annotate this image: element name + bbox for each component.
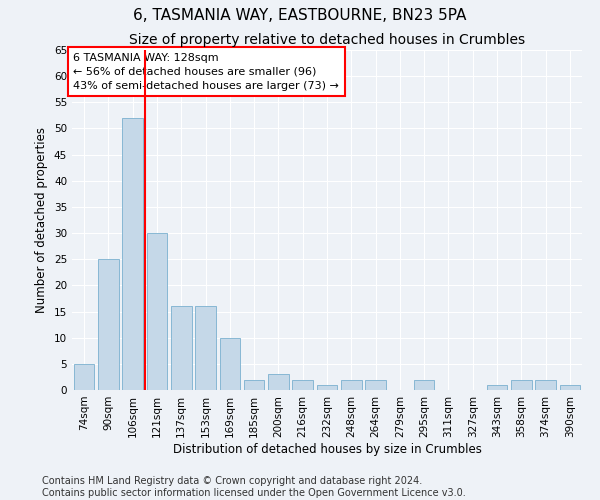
Text: 6 TASMANIA WAY: 128sqm
← 56% of detached houses are smaller (96)
43% of semi-det: 6 TASMANIA WAY: 128sqm ← 56% of detached…: [73, 52, 339, 90]
Bar: [74, 364, 94, 390]
Bar: [317, 385, 337, 390]
Title: Size of property relative to detached houses in Crumbles: Size of property relative to detached ho…: [129, 34, 525, 48]
Bar: [122, 118, 143, 390]
Bar: [414, 380, 434, 390]
Bar: [146, 233, 167, 390]
Bar: [487, 385, 508, 390]
Bar: [292, 380, 313, 390]
Y-axis label: Number of detached properties: Number of detached properties: [35, 127, 49, 313]
Text: 6, TASMANIA WAY, EASTBOURNE, BN23 5PA: 6, TASMANIA WAY, EASTBOURNE, BN23 5PA: [133, 8, 467, 22]
Bar: [98, 259, 119, 390]
Bar: [511, 380, 532, 390]
Bar: [365, 380, 386, 390]
Bar: [560, 385, 580, 390]
Bar: [220, 338, 240, 390]
Bar: [535, 380, 556, 390]
Bar: [268, 374, 289, 390]
Bar: [171, 306, 191, 390]
Bar: [195, 306, 216, 390]
Text: Contains HM Land Registry data © Crown copyright and database right 2024.
Contai: Contains HM Land Registry data © Crown c…: [42, 476, 466, 498]
Bar: [341, 380, 362, 390]
Bar: [244, 380, 265, 390]
X-axis label: Distribution of detached houses by size in Crumbles: Distribution of detached houses by size …: [173, 442, 481, 456]
